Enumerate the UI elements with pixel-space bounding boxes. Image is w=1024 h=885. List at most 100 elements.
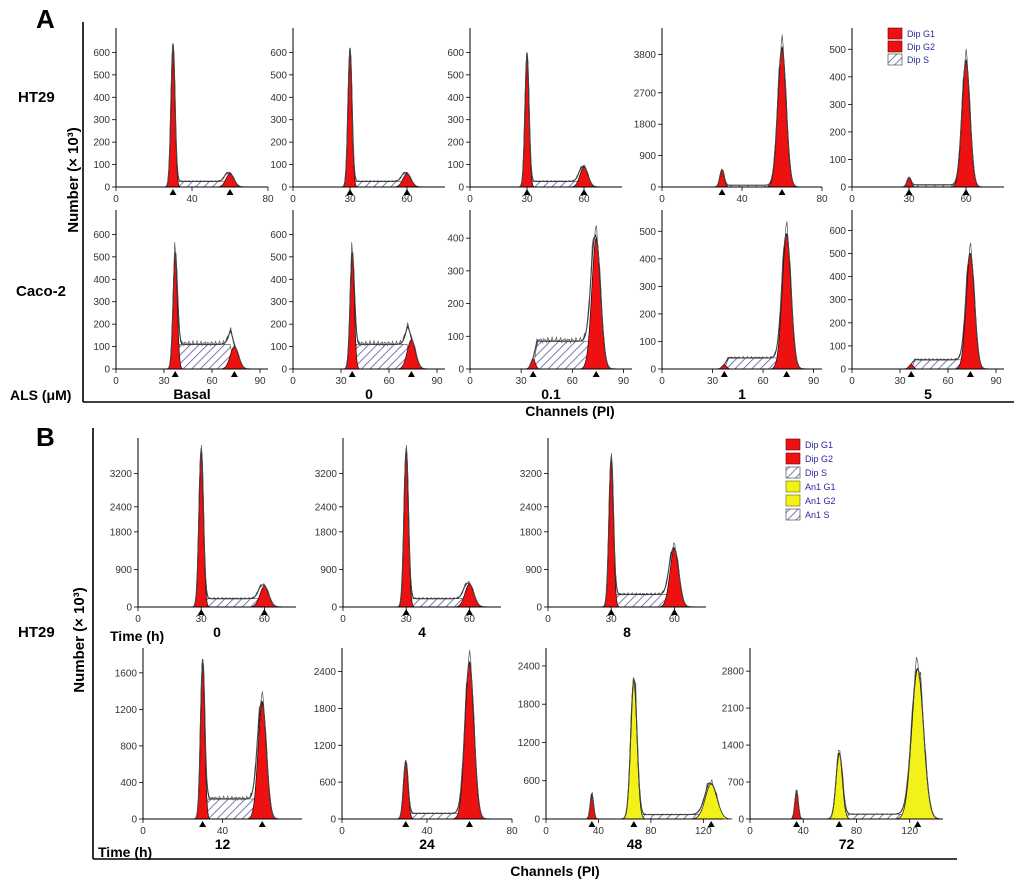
chart-12-ytick-label: 2400 [520,502,543,513]
y-axis-label-a: Number (× 10³) [65,127,82,232]
chart-2-xtick-label: 0 [467,194,473,205]
chart-7-condition: 0.1 [541,386,561,402]
condition-label-time-1: Time (h) [110,628,164,644]
legend-b-dip-g1: Dip G1 [805,440,833,450]
legend-b-swatch-an1-g1 [785,480,801,493]
chart-8-ytick-label: 400 [639,254,656,265]
chart-10-ytick-label: 1800 [110,527,133,538]
chart-1-ytick-label: 200 [270,138,287,149]
chart-12-ytick-label: 900 [525,565,542,576]
chart-13-ytick-label: 0 [131,815,137,826]
chart-9-marker-1 [966,371,974,377]
chart-11-xtick-label: 30 [401,614,413,625]
chart-14: 0 600 1200 1800 2400 0 40 80 24 [314,648,518,852]
chart-16-xtick-label: 120 [901,826,918,837]
chart-1-ytick-label: 0 [281,183,287,194]
chart-2-xtick-label: 30 [521,194,533,205]
row-label-ht29-b: HT29 [18,624,55,641]
chart-10-xtick-label: 30 [196,614,208,625]
chart-15-ytick-label: 1200 [518,738,541,749]
chart-2: 0 100 200 300 400 500 600 0 30 60 [447,28,622,205]
chart-14-xtick-label: 0 [339,826,345,837]
panel-a-label: A [36,4,55,34]
chart-5-ytick-label: 600 [93,230,110,241]
chart-16-xtick-label: 0 [747,826,753,837]
chart-13-fit-line [148,659,297,820]
chart-16-ytick-label: 700 [727,778,744,789]
chart-6-ytick-label: 100 [270,342,287,353]
chart-8-ytick-label: 100 [639,337,656,348]
chart-15-xtick-label: 80 [645,826,657,837]
legend-a-dip-s: Dip S [907,55,929,65]
chart-15-ytick-label: 0 [534,815,540,826]
chart-7: 0 100 200 300 400 0 30 60 90 0.1 [447,210,632,402]
chart-10-raw-line [144,444,290,608]
chart-3-marker-1 [778,189,786,195]
chart-0-ytick-label: 100 [93,160,110,171]
chart-15-peak-an1-g2 [690,783,733,820]
chart-3-ytick-label: 2700 [634,88,657,99]
legend-a-swatch-dip-g2 [887,40,903,53]
chart-11-marker-0 [402,609,410,615]
chart-0-ytick-label: 0 [104,183,110,194]
chart-12-ytick-label: 1800 [520,527,543,538]
chart-4-marker-1 [962,189,970,195]
chart-9-ytick-label: 300 [829,295,846,306]
chart-4-ytick-label: 100 [829,155,846,166]
chart-10-marker-1 [260,609,268,615]
chart-10-ytick-label: 3200 [110,469,133,480]
chart-10-xtick-label: 60 [259,614,271,625]
chart-8: 0 100 200 300 400 500 0 30 60 90 1 [639,210,822,402]
chart-15-ytick-label: 600 [523,776,540,787]
chart-3-xtick-label: 0 [659,194,665,205]
chart-11-xtick-label: 0 [340,614,346,625]
chart-7-ytick-label: 0 [458,365,464,376]
chart-3-marker-0 [718,189,726,195]
legend-b-an1-s: An1 S [805,510,830,520]
chart-5-ytick-label: 500 [93,252,110,263]
row-label-ht29-a: HT29 [18,89,55,106]
chart-16-condition: 72 [839,836,855,852]
chart-11-ytick-label: 900 [320,565,337,576]
chart-1-xtick-label: 30 [344,194,356,205]
chart-11-ytick-label: 3200 [315,469,338,480]
chart-2-ytick-label: 0 [458,183,464,194]
legend-b-swatch-an1-g2 [785,494,801,507]
chart-15-ytick-label: 2400 [518,661,541,672]
chart-3-peak-dip-g2 [766,46,798,188]
chart-4-fit-line [857,58,999,188]
chart-9-condition: 5 [924,386,932,402]
chart-5-ytick-label: 400 [93,275,110,286]
chart-3-raw-line [668,34,816,188]
chart-14-ytick-label: 1800 [314,704,337,715]
chart-16-marker-0 [793,821,801,827]
chart-3-xtick-label: 80 [816,194,828,205]
chart-2-ytick-label: 200 [447,138,464,149]
chart-7-xtick-label: 90 [618,376,630,387]
condition-label-als: ALS (μM) [10,387,71,403]
chart-5-ytick-label: 100 [93,342,110,353]
chart-10: 0 900 1800 2400 3200 0 30 60 0 [110,438,296,640]
chart-6-xtick-label: 60 [383,376,395,387]
chart-6-condition: 0 [365,386,373,402]
chart-7-ytick-label: 400 [447,234,464,245]
chart-3: 0 900 1800 2700 3800 0 40 80 [634,28,828,205]
chart-8-xtick-label: 30 [707,376,719,387]
chart-14-ytick-label: 600 [319,778,336,789]
chart-2-xtick-label: 60 [578,194,590,205]
chart-0-fit-line [121,43,263,188]
chart-7-ytick-label: 200 [447,299,464,310]
chart-5-marker-1 [230,371,238,377]
chart-3-xtick-label: 40 [736,194,748,205]
chart-1-ytick-label: 500 [270,70,287,81]
chart-9-ytick-label: 100 [829,341,846,352]
chart-0-marker-1 [226,189,234,195]
chart-2-ytick-label: 100 [447,160,464,171]
chart-0-xtick-label: 40 [186,194,198,205]
chart-8-ytick-label: 0 [650,365,656,376]
legend-b-swatch-an1-s [785,508,801,521]
chart-11-marker-1 [465,609,473,615]
chart-13-condition: 12 [215,836,231,852]
legend-b-dip-g2: Dip G2 [805,454,833,464]
